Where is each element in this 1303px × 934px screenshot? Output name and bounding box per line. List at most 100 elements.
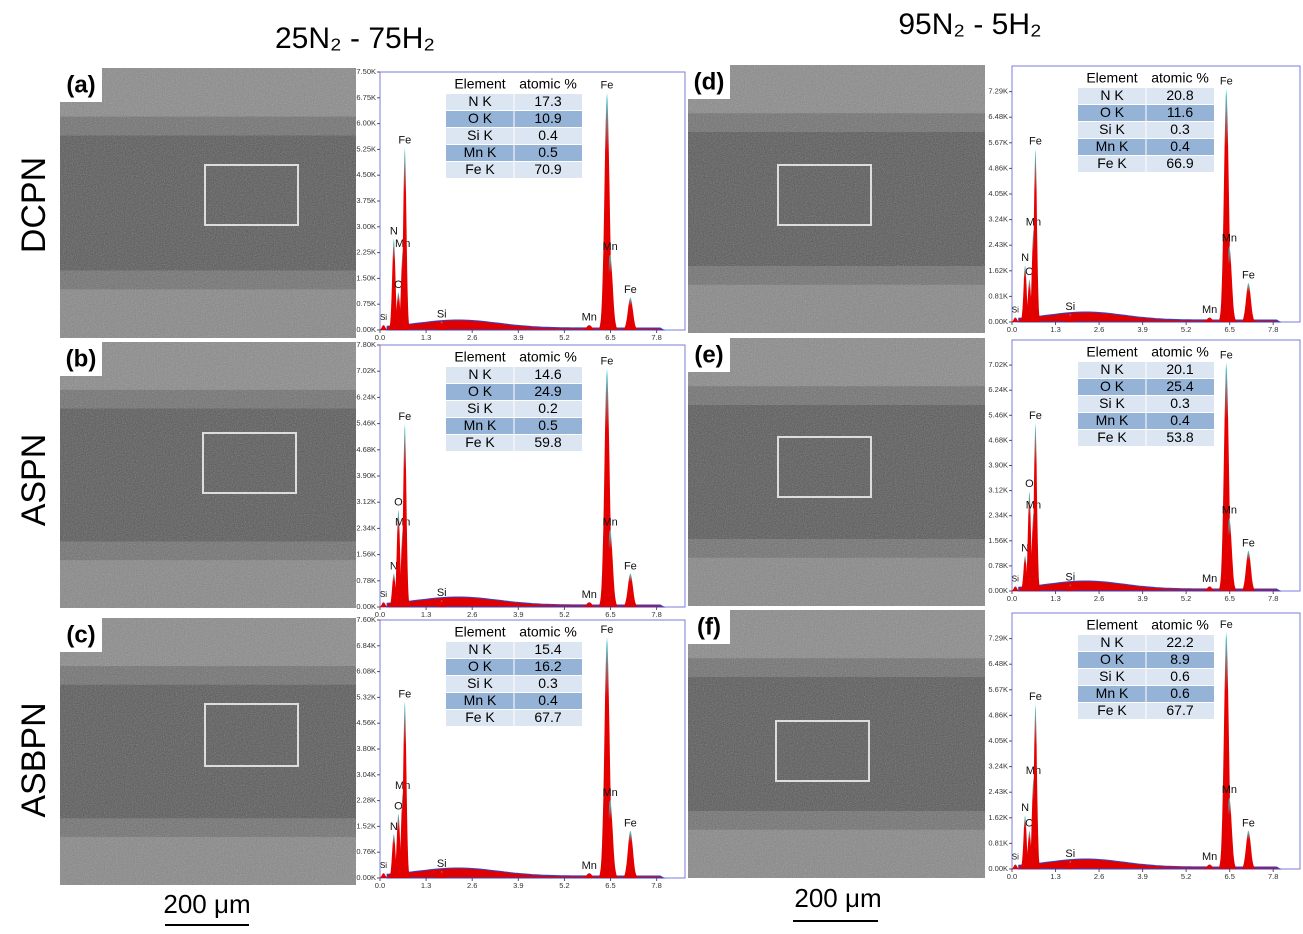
peak-label: N [1021, 252, 1029, 264]
table-cell: N K [1100, 634, 1124, 650]
peak-label: Fe [601, 355, 614, 367]
panel-label: (f) [697, 613, 721, 640]
y-tick-label: 1.56K [356, 550, 376, 559]
peak-label: Mn [1222, 232, 1237, 244]
peak-label: O [1025, 478, 1034, 490]
table-cell: 0.2 [538, 400, 558, 416]
y-tick-label: 4.50K [356, 170, 376, 179]
x-tick-label: 6.5 [605, 333, 615, 342]
peak-label: Fe [1220, 619, 1233, 631]
x-tick-label: 7.8 [651, 881, 661, 890]
table-cell: 0.4 [538, 127, 558, 143]
x-tick-label: 1.3 [421, 333, 431, 342]
y-tick-label: 5.67K [988, 138, 1008, 147]
peak-label: Fe [398, 688, 411, 700]
y-tick-label: 6.24K [356, 392, 376, 401]
peak-label: Mn [1222, 784, 1237, 796]
table-cell: O K [1100, 378, 1125, 394]
table-cell: 0.5 [538, 417, 558, 433]
peak-label: Mn [1026, 500, 1041, 512]
sem-texture [688, 338, 985, 606]
y-tick-label: 0.78K [356, 576, 376, 585]
y-tick-label: 7.80K [356, 340, 376, 349]
peak-label: Mn [582, 589, 597, 601]
table-cell: 53.8 [1166, 429, 1193, 445]
sem-texture [60, 342, 356, 608]
peak-label: Fe [398, 411, 411, 423]
x-tick-label: 7.8 [651, 610, 661, 619]
x-tick-label: 1.3 [421, 881, 431, 890]
table-header: Element [1086, 617, 1137, 633]
table-cell: 22.2 [1166, 634, 1193, 650]
table-cell: 0.4 [538, 692, 558, 708]
sem-texture [60, 618, 356, 885]
spectrum-frame [1012, 613, 1300, 869]
panel-label: (a) [66, 71, 95, 98]
table-cell: Mn K [464, 144, 497, 160]
peak-label: Mn [603, 517, 618, 529]
peak-label: Si [1065, 848, 1075, 860]
x-tick-label: 0.0 [375, 610, 385, 619]
peak-label: Fe [1220, 76, 1233, 88]
y-tick-label: 3.04K [356, 770, 376, 779]
peak-label: Fe [1029, 410, 1042, 422]
x-tick-label: 0.0 [1007, 594, 1017, 603]
peak-label: Mn [1202, 851, 1217, 863]
table-cell: 16.2 [534, 658, 561, 674]
x-tick-label: 0.0 [375, 881, 385, 890]
y-tick-label: 7.02K [988, 360, 1008, 369]
table-cell: Mn K [464, 692, 497, 708]
x-tick-label: 7.8 [651, 333, 661, 342]
table-cell: Si K [1099, 668, 1125, 684]
y-tick-label: 4.05K [988, 736, 1008, 745]
table-header: Element [1086, 70, 1137, 86]
x-tick-label: 0.0 [1007, 325, 1017, 334]
table-cell: 17.3 [534, 93, 561, 109]
peak-label: Si [380, 590, 387, 599]
table-header: atomic % [1151, 344, 1209, 360]
panel-label: (e) [694, 341, 723, 368]
x-tick-label: 0.0 [1007, 872, 1017, 881]
x-tick-label: 2.6 [1094, 872, 1104, 881]
scale-bar-label: 200 μm [163, 889, 250, 919]
y-tick-label: 5.25K [356, 144, 376, 153]
x-tick-label: 6.5 [1224, 872, 1234, 881]
x-tick-label: 7.8 [1268, 325, 1278, 334]
table-cell: N K [468, 366, 492, 382]
x-tick-label: 1.3 [1050, 594, 1060, 603]
peak-label: Mn [1222, 505, 1237, 517]
x-tick-label: 0.0 [375, 333, 385, 342]
peak-label: Fe [624, 560, 637, 572]
y-tick-label: 2.34K [356, 523, 376, 532]
peak-label: Fe [1029, 691, 1042, 703]
peak-label: Mn [1202, 304, 1217, 316]
y-tick-label: 2.43K [988, 787, 1008, 796]
x-tick-label: 6.5 [605, 610, 615, 619]
table-header: atomic % [1151, 70, 1209, 86]
y-tick-label: 6.84K [356, 641, 376, 650]
table-cell: 0.4 [1170, 138, 1190, 154]
table-cell: Mn K [1096, 138, 1129, 154]
x-tick-label: 7.8 [1268, 594, 1278, 603]
table-cell: 25.4 [1166, 378, 1193, 394]
y-tick-label: 4.68K [356, 445, 376, 454]
table-cell: Si K [467, 127, 493, 143]
y-tick-label: 0.00K [356, 873, 376, 882]
y-tick-label: 2.28K [356, 796, 376, 805]
x-tick-label: 2.6 [467, 610, 477, 619]
y-tick-label: 6.08K [356, 667, 376, 676]
table-cell: Mn K [464, 417, 497, 433]
table-cell: 0.3 [538, 675, 558, 691]
table-cell: N K [468, 641, 492, 657]
table-cell: Si K [1099, 121, 1125, 137]
peak-label: Fe [1242, 817, 1255, 829]
y-tick-label: 3.00K [356, 222, 376, 231]
y-tick-label: 6.75K [356, 93, 376, 102]
x-tick-label: 2.6 [467, 881, 477, 890]
table-header: atomic % [519, 76, 577, 92]
y-tick-label: 5.46K [988, 410, 1008, 419]
y-tick-label: 6.48K [988, 659, 1008, 668]
y-tick-label: 3.90K [356, 471, 376, 480]
table-cell: O K [468, 383, 493, 399]
peak-label: N [390, 226, 398, 238]
